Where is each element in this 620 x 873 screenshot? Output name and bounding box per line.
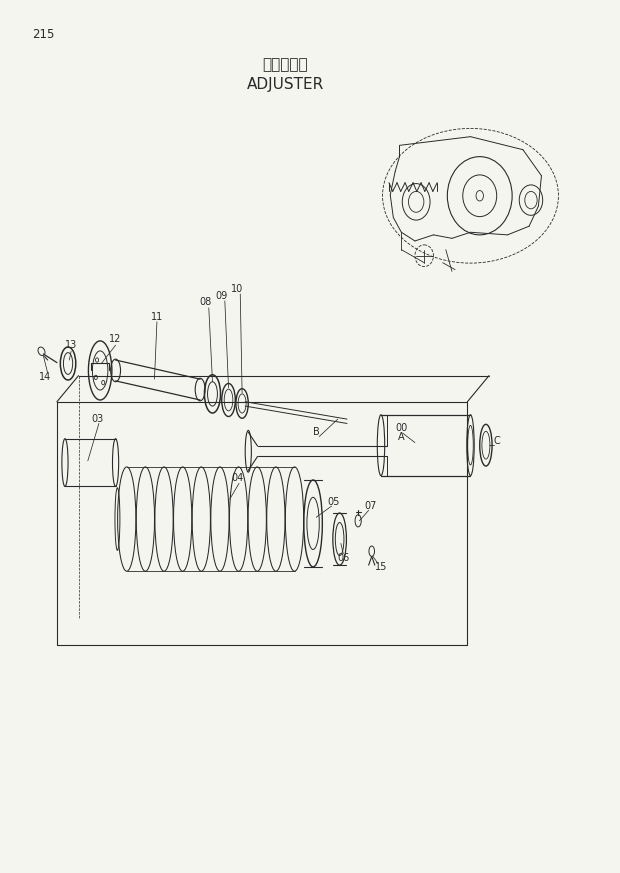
Text: 03: 03 — [91, 414, 103, 424]
Text: 04: 04 — [231, 473, 243, 484]
Text: 13: 13 — [65, 340, 78, 350]
Text: 14: 14 — [38, 373, 51, 382]
Text: 07: 07 — [365, 501, 377, 511]
Text: B: B — [313, 427, 319, 437]
Text: 11: 11 — [151, 312, 163, 321]
Text: アジャスタ: アジャスタ — [262, 57, 308, 72]
Text: A: A — [398, 431, 405, 442]
Text: 05: 05 — [327, 497, 340, 506]
Text: 12: 12 — [109, 334, 122, 344]
Text: 15: 15 — [375, 562, 387, 572]
Text: ADJUSTER: ADJUSTER — [247, 77, 324, 92]
Text: 08: 08 — [199, 297, 211, 306]
Text: 00: 00 — [395, 423, 407, 433]
Text: 09: 09 — [215, 291, 228, 300]
Text: 10: 10 — [231, 284, 243, 293]
Text: C: C — [493, 436, 500, 446]
Text: 06: 06 — [338, 553, 350, 563]
Text: 215: 215 — [32, 29, 55, 42]
